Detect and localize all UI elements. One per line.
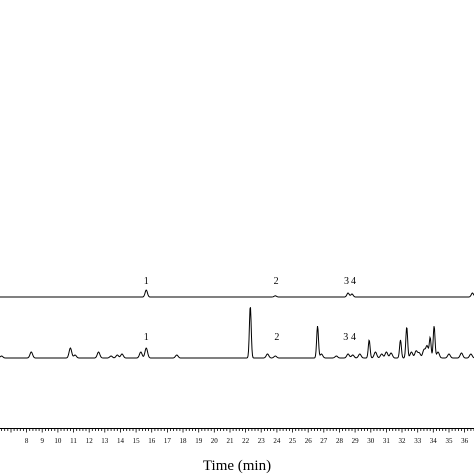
x-tick-label: 8 bbox=[25, 437, 29, 445]
x-tick-label: 29 bbox=[352, 437, 360, 445]
trace-2-line bbox=[0, 307, 474, 359]
peak-label-3: 3 bbox=[344, 276, 349, 287]
x-tick-label: 11 bbox=[70, 437, 77, 445]
x-tick-label: 32 bbox=[399, 437, 407, 445]
peak-label-4: 4 bbox=[351, 276, 356, 287]
x-tick-label: 30 bbox=[367, 437, 375, 445]
x-tick-label: 23 bbox=[258, 437, 266, 445]
x-tick-label: 36 bbox=[461, 437, 469, 445]
x-tick-label: 22 bbox=[242, 437, 250, 445]
x-tick-label: 28 bbox=[336, 437, 344, 445]
x-tick-label: 26 bbox=[305, 437, 313, 445]
x-tick-label: 21 bbox=[227, 437, 235, 445]
x-tick-label: 10 bbox=[54, 437, 62, 445]
x-tick-label: 25 bbox=[289, 437, 297, 445]
x-tick-label: 24 bbox=[273, 437, 281, 445]
x-axis-tick-labels: 8 9 10 11 12 13 14 15 16 17 18 19 20 21 22 23 24 25 26 27 28… bbox=[25, 437, 469, 445]
peak-labels: 1 2 3 41 2 3 4 bbox=[144, 276, 356, 343]
x-tick-label: 17 bbox=[164, 437, 172, 445]
x-axis-title: Time (min) bbox=[203, 458, 271, 474]
x-tick-label: 31 bbox=[383, 437, 391, 445]
x-tick-label: 20 bbox=[211, 437, 219, 445]
peak-label-1: 1 bbox=[144, 276, 149, 287]
x-tick-label: 33 bbox=[414, 437, 422, 445]
peak-label-4: 4 bbox=[351, 332, 356, 343]
x-tick-label: 35 bbox=[446, 437, 454, 445]
peak-label-1: 1 bbox=[144, 332, 149, 343]
peak-label-2: 2 bbox=[274, 276, 279, 287]
trace-1-line bbox=[0, 289, 474, 298]
x-tick-label: 12 bbox=[86, 437, 94, 445]
x-tick-label: 13 bbox=[101, 437, 109, 445]
peak-label-3: 3 bbox=[343, 332, 348, 343]
x-tick-label: 9 bbox=[40, 437, 44, 445]
x-tick-label: 34 bbox=[430, 437, 438, 445]
peak-label-2: 2 bbox=[274, 332, 279, 343]
x-tick-label: 15 bbox=[133, 437, 141, 445]
x-tick-label: 18 bbox=[180, 437, 188, 445]
x-tick-label: 27 bbox=[320, 437, 328, 445]
x-tick-label: 19 bbox=[195, 437, 203, 445]
x-tick-label: 16 bbox=[148, 437, 156, 445]
x-axis-ticks bbox=[1, 428, 474, 433]
x-tick-label: 14 bbox=[117, 437, 125, 445]
